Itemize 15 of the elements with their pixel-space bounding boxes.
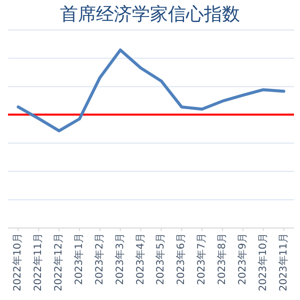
- chart-title: 首席经济学家信心指数: [60, 4, 240, 25]
- x-tick-label: 2023年2月: [93, 233, 106, 285]
- x-tick-label: 2023年4月: [134, 233, 146, 285]
- x-tick-label: 2023年9月: [236, 233, 248, 285]
- x-tick-label: 2022年11月: [32, 233, 44, 292]
- x-tick-label: 2023年1月: [73, 233, 85, 285]
- x-tick-label: 2023年3月: [114, 233, 126, 285]
- x-tick-label: 2022年12月: [52, 233, 65, 292]
- x-tick-label: 2023年6月: [175, 233, 188, 285]
- x-tick-label: 2023年8月: [216, 233, 228, 285]
- x-tick-label: 2023年5月: [154, 233, 167, 285]
- x-tick-label: 2022年10月: [12, 233, 24, 292]
- x-tick-label: 2023年10月: [256, 233, 269, 292]
- x-tick-label: 2023年7月: [196, 233, 208, 285]
- x-tick-label: 2023年11月: [277, 233, 290, 292]
